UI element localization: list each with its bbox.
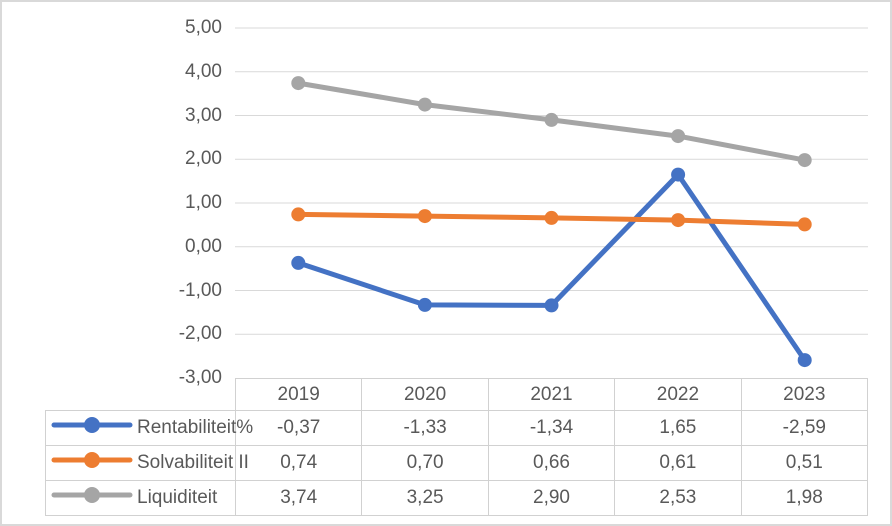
table-value-cell: 3,74 (236, 481, 363, 516)
data-point-marker (417, 97, 432, 112)
data-point-marker (671, 129, 686, 144)
y-tick-label: 0,00 (185, 235, 222, 257)
data-point-marker (417, 297, 432, 312)
table-value-cell: -0,37 (236, 411, 363, 446)
table-value-cell: 2,90 (488, 481, 616, 516)
chart-legend: Rentabiliteit% Solvabiliteit II Liquiditei… (45, 410, 253, 516)
data-point-marker (417, 209, 432, 224)
data-point-marker (544, 298, 559, 313)
data-point-marker (544, 210, 559, 225)
data-point-marker (797, 217, 812, 232)
table-value-cell: 0,51 (741, 446, 868, 481)
data-point-marker (671, 167, 686, 182)
legend-label: Rentabiliteit% (137, 417, 254, 438)
table-value-cell: 3,25 (362, 481, 489, 516)
data-point-marker (291, 207, 306, 222)
data-point-marker (671, 213, 686, 228)
y-tick-label: -3,00 (178, 367, 222, 388)
data-table: 2019 2020 2021 2022 2023 -0,37 -1,33 -1,34 1,65-… (235, 378, 868, 516)
table-header-cell: 2022 (615, 379, 742, 411)
table-value-cell: 1,98 (741, 481, 868, 516)
table-value-cell: 2,53 (615, 481, 742, 516)
y-tick-label: -1,00 (178, 279, 222, 301)
legend-item: Solvabiliteit II (46, 446, 249, 481)
y-tick-label: 3,00 (185, 104, 222, 126)
y-tick-label: 1,00 (185, 192, 222, 213)
table-value-cell: 0,74 (236, 446, 363, 481)
table-value-cell: -1,34 (488, 411, 616, 446)
table-header-cell: 2023 (741, 379, 868, 411)
y-tick-label: 2,00 (185, 148, 222, 170)
table-header-cell: 2021 (488, 379, 616, 411)
series-line (295, 172, 808, 363)
legend-key-icon (51, 451, 133, 475)
legend-label: Solvabiliteit II (137, 452, 249, 473)
legend-item: Liquiditeit (46, 481, 235, 516)
table-value-cell: 0,66 (488, 446, 616, 481)
table-header-cell: 2019 (236, 379, 363, 411)
y-axis: 5,00 4,00 3,00 2,00 1,00 0,00 -1,00 -2,00 -3,00 (2, 2, 222, 402)
y-tick-label: 4,00 (185, 60, 222, 82)
table-value-cell: 0,61 (615, 446, 742, 481)
data-point-marker (291, 255, 306, 270)
y-tick-label: -2,00 (178, 323, 222, 345)
table-value-cell: -1,33 (362, 411, 489, 446)
data-point-marker (291, 76, 306, 91)
y-tick-label: 5,00 (185, 17, 222, 38)
legend-item: Rentabiliteit% (46, 411, 253, 446)
data-point-marker (797, 153, 812, 168)
legend-label: Liquiditeit (137, 487, 218, 508)
data-point-marker (544, 112, 559, 127)
table-value-cell: -2,59 (741, 411, 868, 446)
table-value-cell: 1,65 (615, 411, 742, 446)
table-value-cell: 0,70 (362, 446, 489, 481)
legend-key-icon (51, 416, 133, 440)
table-header-cell: 2020 (362, 379, 489, 411)
legend-key-icon (51, 486, 133, 510)
data-point-marker (797, 353, 812, 368)
